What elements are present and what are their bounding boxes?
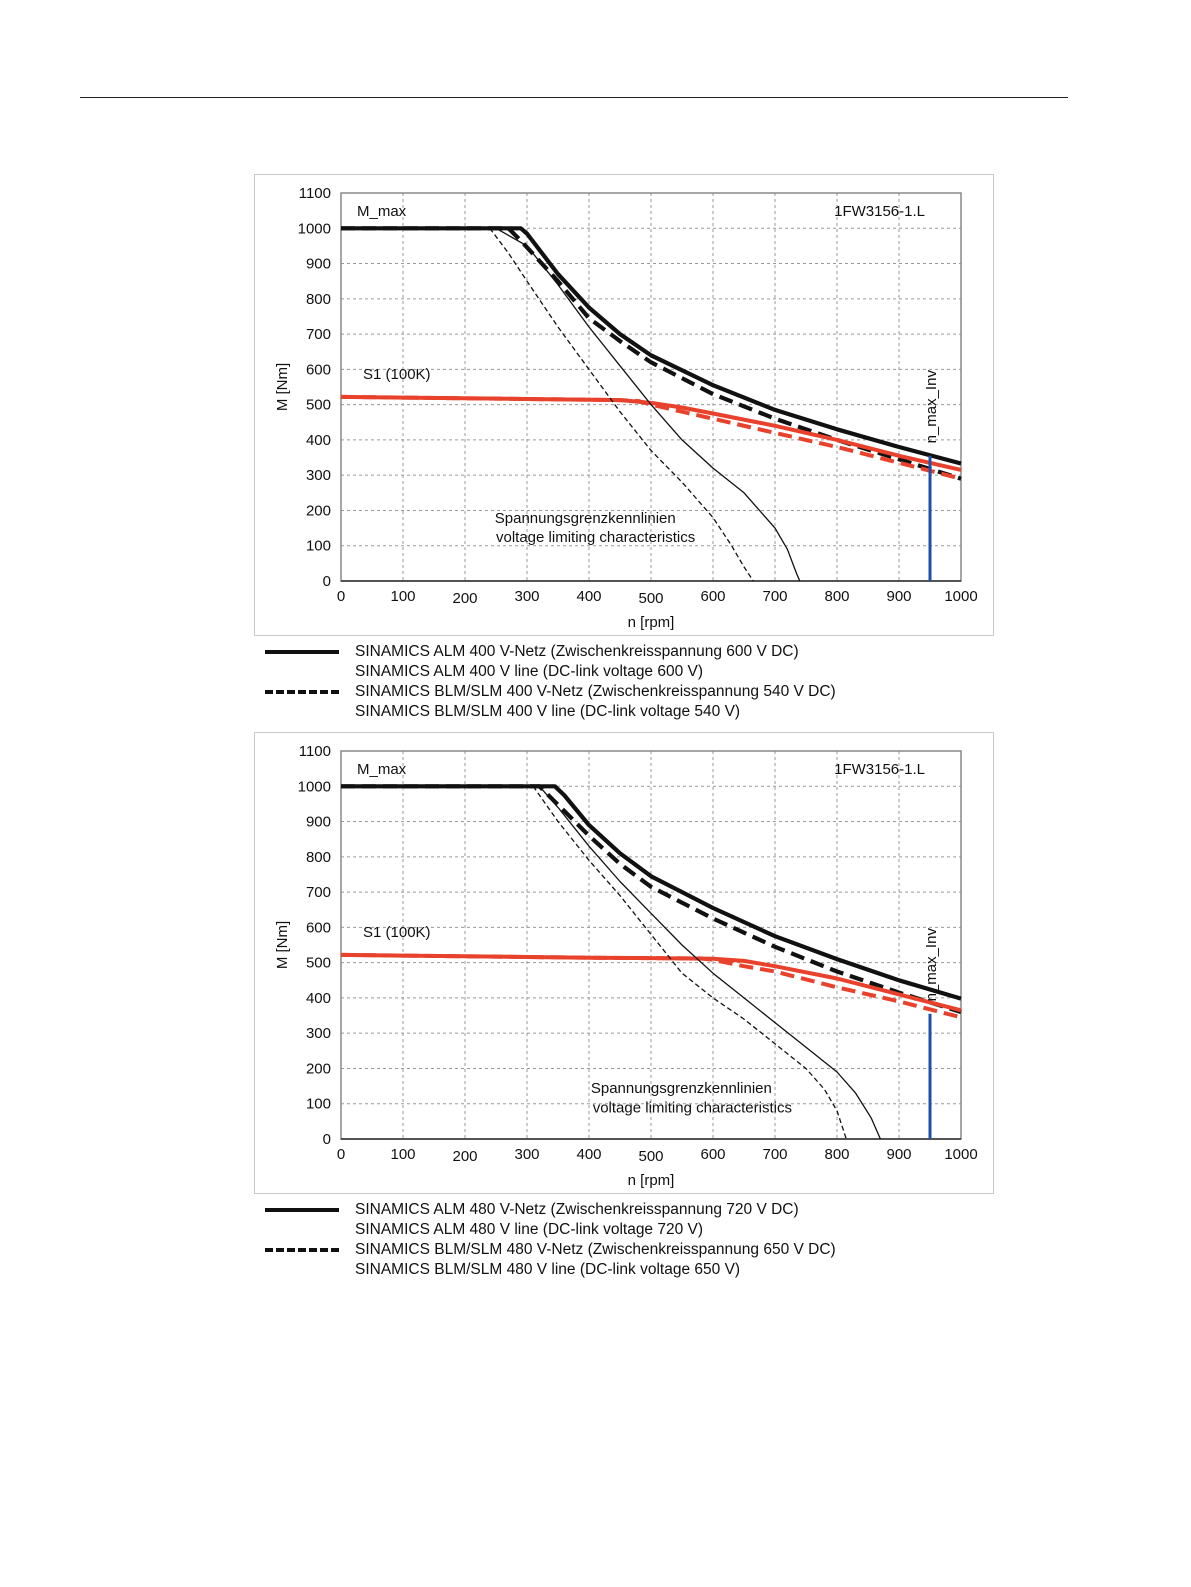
y-tick-label: 200 — [306, 502, 331, 519]
top-rule — [80, 97, 1068, 98]
x-tick-label: 600 — [700, 588, 725, 605]
y-tick-label: 900 — [306, 256, 331, 273]
x-tick-label: 0 — [337, 1146, 345, 1163]
x-tick-label: 500 — [638, 590, 663, 607]
legend-480v: SINAMICS ALM 480 V-Netz (Zwischenkreissp… — [265, 1200, 965, 1280]
legend-entry-blm-slm: SINAMICS BLM/SLM 400 V-Netz (Zwischenkre… — [265, 682, 965, 722]
legend-entry-blm-slm: SINAMICS BLM/SLM 480 V-Netz (Zwischenkre… — [265, 1240, 965, 1280]
y-tick-label: 300 — [306, 1025, 331, 1042]
legend-swatch-dashed — [265, 1248, 339, 1252]
y-tick-label: 0 — [323, 1131, 331, 1148]
y-tick-label: 800 — [306, 849, 331, 866]
series-mmax-solid — [341, 226, 962, 466]
y-tick-label: 600 — [306, 361, 331, 378]
chart-panel-480v: 0 100 200 300 400 500 600 700 800 900 1000 0 100 200 3… — [254, 732, 994, 1194]
x-tick-label: 800 — [824, 588, 849, 605]
legend-swatch-dashed — [265, 690, 339, 694]
legend-label-en: SINAMICS BLM/SLM 400 V line (DC-link vol… — [355, 703, 741, 720]
y-tick-label: 1100 — [299, 743, 331, 760]
y-tick-label: 1000 — [298, 778, 331, 795]
x-axis-label: n [rpm] — [628, 614, 675, 631]
torque-speed-chart-400v: 0 100 200 300 400 500 600 700 800 900 1000 0 100 200 3… — [274, 185, 978, 631]
y-tick-label: 300 — [306, 467, 331, 484]
x-tick-label: 300 — [514, 588, 539, 605]
y-axis-label: M [Nm] — [274, 921, 291, 969]
legend-text: SINAMICS ALM 400 V-Netz (Zwischenkreissp… — [355, 642, 799, 682]
vlim-label-en: voltage limiting characteristics — [593, 1100, 792, 1117]
y-tick-label: 700 — [306, 326, 331, 343]
x-tick-label: 800 — [824, 1146, 849, 1163]
x-tick-label: 200 — [452, 1148, 477, 1165]
x-axis-label: n [rpm] — [628, 1172, 675, 1189]
series-vlim-solid — [495, 227, 801, 582]
x-tick-label: 400 — [576, 1146, 601, 1163]
s1-label: S1 (100K) — [363, 366, 431, 383]
legend-entry-alm: SINAMICS ALM 400 V-Netz (Zwischenkreissp… — [265, 642, 965, 682]
y-tick-label: 600 — [306, 919, 331, 936]
chart-panel-400v: 0 100 200 300 400 500 600 700 800 900 1000 0 100 200 3… — [254, 174, 994, 636]
x-tick-label: 900 — [886, 1146, 911, 1163]
y-tick-label: 800 — [306, 291, 331, 308]
x-tick-label: 700 — [762, 588, 787, 605]
series-vlim-dashed — [532, 785, 847, 1140]
x-tick-label: 300 — [514, 1146, 539, 1163]
vlim-label-en: voltage limiting characteristics — [496, 529, 695, 546]
y-tick-label: 500 — [306, 955, 331, 972]
legend-entry-alm: SINAMICS ALM 480 V-Netz (Zwischenkreissp… — [265, 1200, 965, 1240]
model-label: 1FW3156-1.L — [834, 761, 925, 778]
y-tick-label: 1100 — [299, 185, 331, 202]
y-tick-label: 500 — [306, 397, 331, 414]
legend-label-en: SINAMICS ALM 480 V line (DC-link voltage… — [355, 1221, 704, 1238]
x-tick-label: 100 — [390, 1146, 415, 1163]
x-tick-label: 1000 — [944, 588, 977, 605]
legend-label-de: SINAMICS ALM 480 V-Netz (Zwischenkreissp… — [355, 1201, 799, 1218]
torque-speed-chart-480v: 0 100 200 300 400 500 600 700 800 900 1000 0 100 200 3… — [274, 743, 978, 1189]
legend-swatch-solid — [265, 650, 339, 654]
y-tick-label: 400 — [306, 432, 331, 449]
legend-text: SINAMICS BLM/SLM 480 V-Netz (Zwischenkre… — [355, 1240, 836, 1280]
nmax-label: n_max_Inv — [923, 370, 940, 444]
series-mmax-dashed — [341, 784, 962, 1015]
x-tick-label: 900 — [886, 588, 911, 605]
series-vlim-solid — [538, 785, 881, 1140]
legend-label-de: SINAMICS ALM 400 V-Netz (Zwischenkreissp… — [355, 643, 799, 660]
x-tick-label: 0 — [337, 588, 345, 605]
y-tick-label: 0 — [323, 573, 331, 590]
x-tick-label: 600 — [700, 1146, 725, 1163]
legend-text: SINAMICS ALM 480 V-Netz (Zwischenkreissp… — [355, 1200, 799, 1240]
mmax-label: M_max — [357, 761, 407, 778]
y-tick-label: 1000 — [298, 220, 331, 237]
x-tick-label: 500 — [638, 1148, 663, 1165]
legend-400v: SINAMICS ALM 400 V-Netz (Zwischenkreissp… — [265, 642, 965, 722]
series-mmax-solid — [341, 784, 962, 1001]
vlim-label-de: Spannungsgrenzkennlinien — [495, 510, 676, 527]
y-tick-label: 400 — [306, 990, 331, 1007]
y-axis-label: M [Nm] — [274, 363, 291, 411]
legend-swatch-solid — [265, 1208, 339, 1212]
y-tick-label: 200 — [306, 1060, 331, 1077]
mmax-label: M_max — [357, 203, 407, 220]
legend-label-en: SINAMICS BLM/SLM 480 V line (DC-link vol… — [355, 1261, 741, 1278]
series-vlim-dashed — [489, 227, 754, 582]
y-tick-label: 900 — [306, 814, 331, 831]
series-s1-dashed — [340, 952, 962, 1020]
x-tick-label: 1000 — [944, 1146, 977, 1163]
legend-label-de: SINAMICS BLM/SLM 400 V-Netz (Zwischenkre… — [355, 683, 836, 700]
series-s1-solid — [340, 394, 962, 472]
vlim-label-de: Spannungsgrenzkennlinien — [591, 1080, 772, 1097]
legend-label-de: SINAMICS BLM/SLM 480 V-Netz (Zwischenkre… — [355, 1241, 836, 1258]
x-tick-label: 400 — [576, 588, 601, 605]
x-tick-label: 200 — [452, 590, 477, 607]
model-label: 1FW3156-1.L — [834, 203, 925, 220]
x-tick-label: 700 — [762, 1146, 787, 1163]
s1-label: S1 (100K) — [363, 924, 431, 941]
x-tick-label: 100 — [390, 588, 415, 605]
y-tick-label: 100 — [306, 538, 331, 555]
nmax-label: n_max_Inv — [923, 928, 940, 1002]
legend-text: SINAMICS BLM/SLM 400 V-Netz (Zwischenkre… — [355, 682, 836, 722]
series-s1-dashed — [340, 394, 962, 481]
y-tick-label: 100 — [306, 1096, 331, 1113]
legend-label-en: SINAMICS ALM 400 V line (DC-link voltage… — [355, 663, 704, 680]
y-tick-label: 700 — [306, 884, 331, 901]
